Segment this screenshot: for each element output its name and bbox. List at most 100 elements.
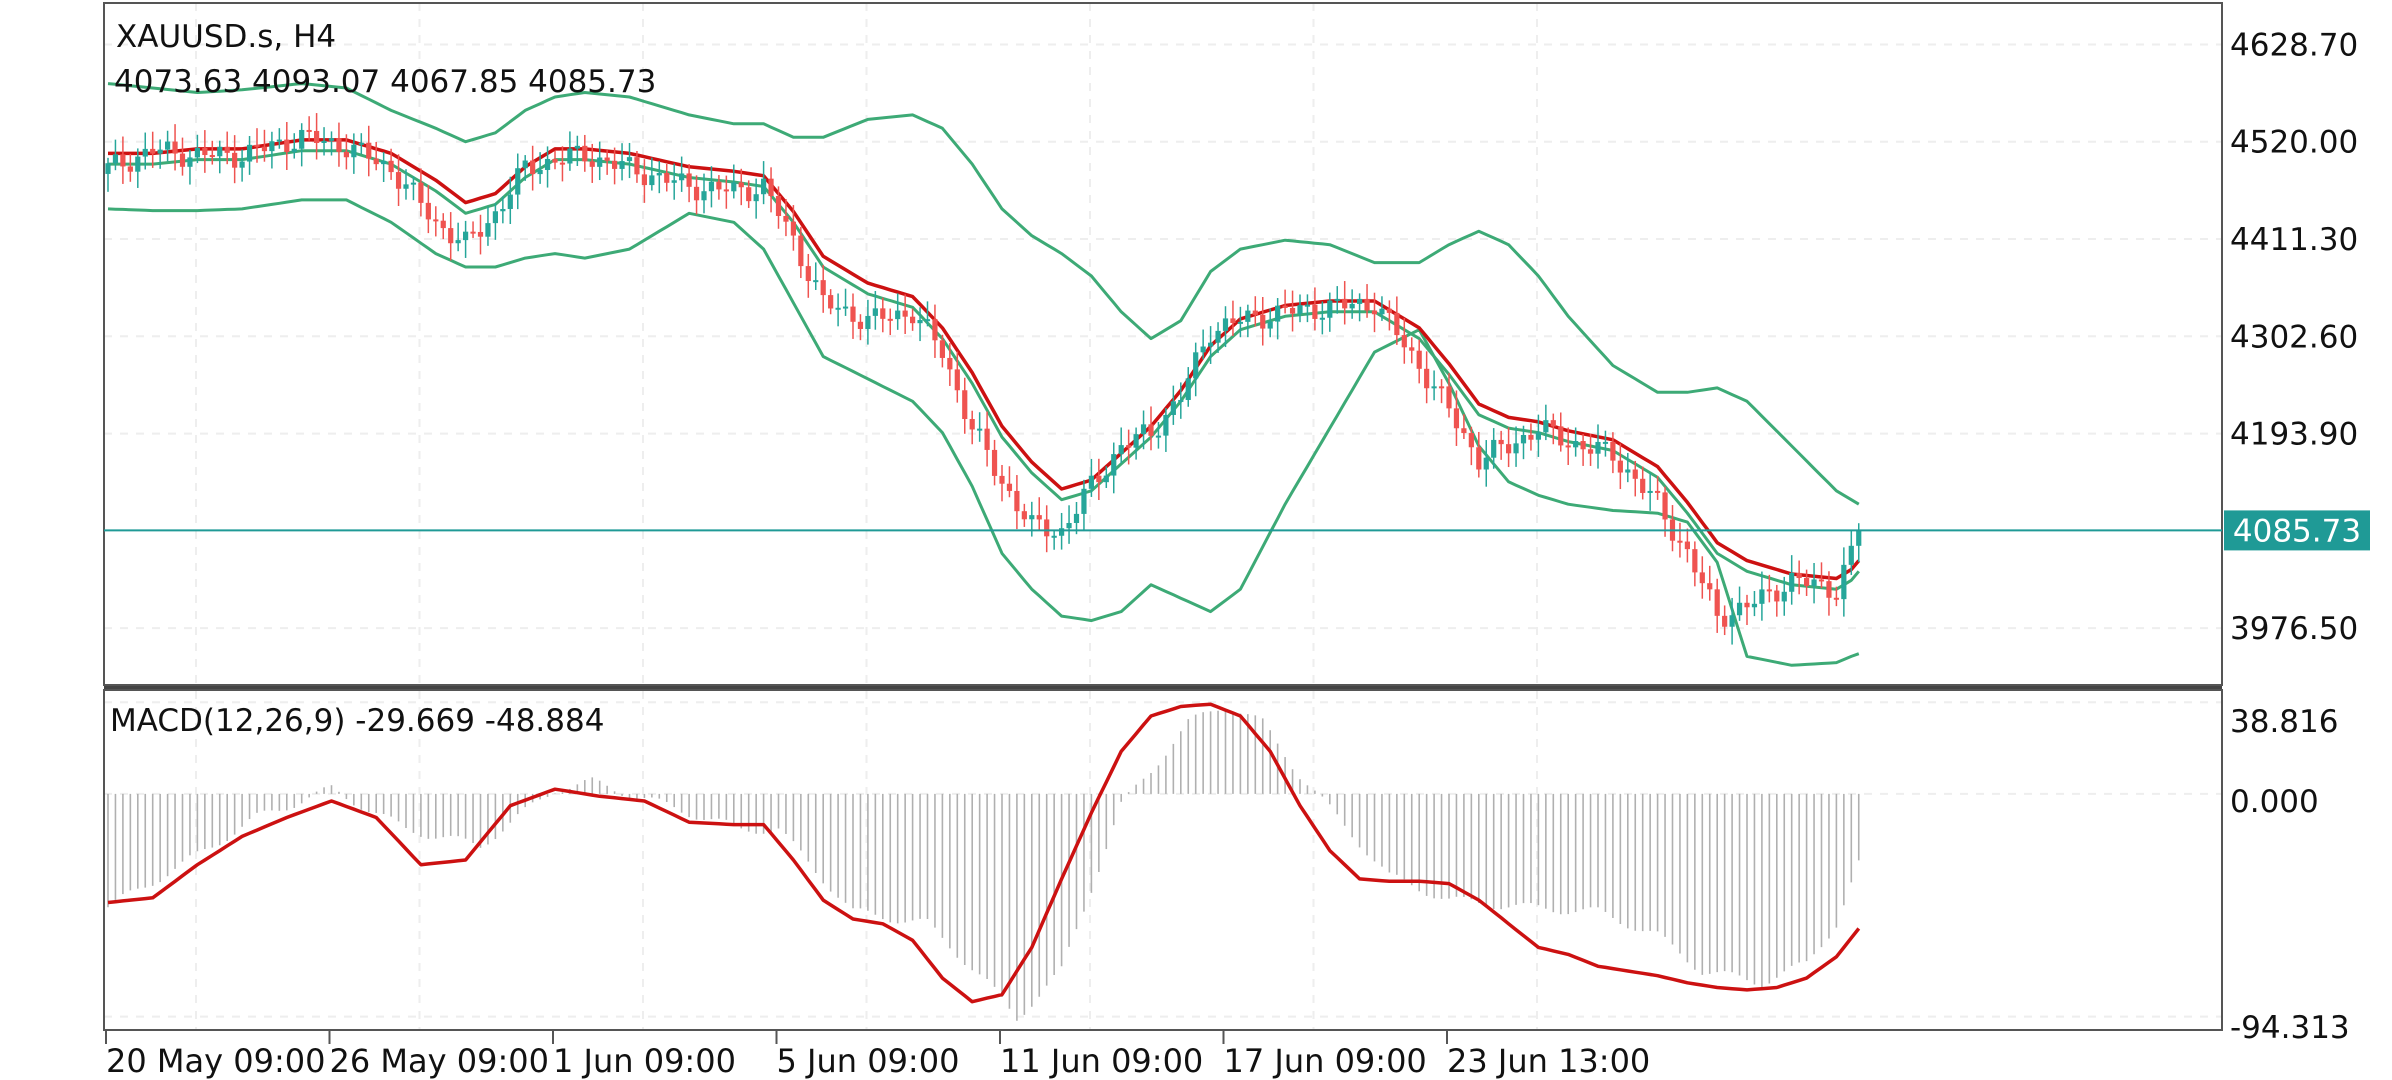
candle-body (373, 158, 379, 165)
candle-body (202, 147, 208, 156)
candle-body (224, 146, 230, 153)
candle-body (1066, 522, 1072, 529)
bollinger-upper-line (107, 82, 1860, 506)
candle-body (194, 147, 200, 158)
candle-body (939, 340, 945, 358)
candle-body (1729, 615, 1735, 627)
candle-body (977, 428, 983, 431)
candle-body (1178, 399, 1184, 402)
candle-body (1781, 591, 1787, 602)
candle-body (1349, 303, 1355, 309)
macd-tick-label: 0.000 (2230, 784, 2319, 820)
candle-body (589, 161, 595, 167)
candle-body (1632, 469, 1638, 479)
candle-body (150, 148, 156, 154)
macd-signal-polyline (107, 702, 1861, 1004)
candle-body (999, 475, 1005, 484)
candle-body (1282, 305, 1288, 308)
candle-body (1140, 424, 1147, 435)
candle-body (1759, 589, 1765, 604)
candle-body (895, 310, 901, 320)
candle-body (1371, 310, 1378, 315)
candle-body (1088, 475, 1094, 489)
candle-body (1327, 300, 1333, 318)
candle-body (1163, 414, 1169, 436)
price-pane[interactable] (103, 2, 2223, 686)
candle-body (984, 428, 990, 450)
candle-body (813, 280, 819, 283)
candle-body (1096, 475, 1102, 483)
moving-average (108, 138, 1861, 581)
candle-body (872, 308, 878, 316)
candle-body (1416, 350, 1422, 369)
candle-body (574, 145, 580, 149)
candle-body (522, 160, 528, 169)
candle-body (1558, 426, 1564, 446)
candle-body (425, 202, 431, 220)
candle-body (798, 235, 804, 267)
candle-body (165, 141, 171, 150)
candle-body (299, 129, 305, 149)
candle-body (336, 138, 342, 152)
candle-body (232, 152, 238, 168)
candle-body (1468, 433, 1474, 448)
candle-body (1461, 428, 1467, 434)
candle-body (1118, 445, 1124, 455)
candle-body (1804, 578, 1810, 586)
candle-body (544, 158, 551, 170)
candle-body (1289, 307, 1296, 314)
candle-body (857, 321, 864, 329)
candle-body (246, 144, 253, 162)
current-price-tag-label: 4085.73 (2233, 513, 2361, 549)
candle-body (1856, 530, 1862, 546)
candle-body (552, 158, 558, 163)
candle-body (1602, 441, 1609, 444)
candle-body (947, 357, 953, 370)
candle-body (1111, 454, 1117, 476)
bollinger-bands (107, 82, 1860, 667)
candle-body (917, 320, 923, 324)
candle-body (1379, 308, 1385, 315)
candle-body (358, 142, 364, 145)
macd-pane[interactable] (103, 689, 2223, 1031)
candle-body (1736, 602, 1743, 616)
candle-body (448, 228, 454, 244)
candle-body (828, 295, 834, 309)
candle-body (768, 178, 774, 197)
candle-body (209, 155, 215, 158)
candle-body (1200, 346, 1206, 353)
candle-body (716, 181, 722, 190)
candle-body (1565, 445, 1571, 448)
moving-average-line (108, 138, 1861, 581)
candle-body (924, 319, 931, 322)
time-tick-label: 23 Jun 13:00 (1447, 1042, 1650, 1080)
candle-body (954, 369, 960, 391)
candle-body (969, 419, 975, 430)
candle-body (1208, 342, 1214, 347)
price-tick-label: 4628.70 (2230, 27, 2358, 63)
candles (105, 113, 1862, 645)
macd-tick-label: 38.816 (2230, 704, 2338, 740)
candle-body (1513, 443, 1519, 454)
candle-body (664, 172, 670, 183)
candle-body (1386, 308, 1392, 313)
candle-body (1751, 603, 1758, 608)
candle-body (731, 182, 737, 192)
price-tick-label: 4411.30 (2230, 222, 2358, 258)
candle-body (1394, 312, 1400, 336)
candle-body (291, 148, 297, 153)
candle-body (1334, 298, 1340, 301)
candle-body (351, 144, 357, 158)
candle-body (1021, 511, 1027, 520)
candle-body (1714, 589, 1720, 616)
candle-body (708, 181, 715, 192)
candle-body (395, 172, 402, 189)
candle-body (1029, 515, 1035, 520)
candle-body (530, 160, 536, 175)
candle-body (686, 173, 692, 187)
candle-body (1014, 490, 1020, 512)
candle-body (321, 140, 327, 143)
candle-body (910, 316, 916, 324)
candle-body (679, 173, 685, 181)
candle-body (932, 319, 938, 341)
